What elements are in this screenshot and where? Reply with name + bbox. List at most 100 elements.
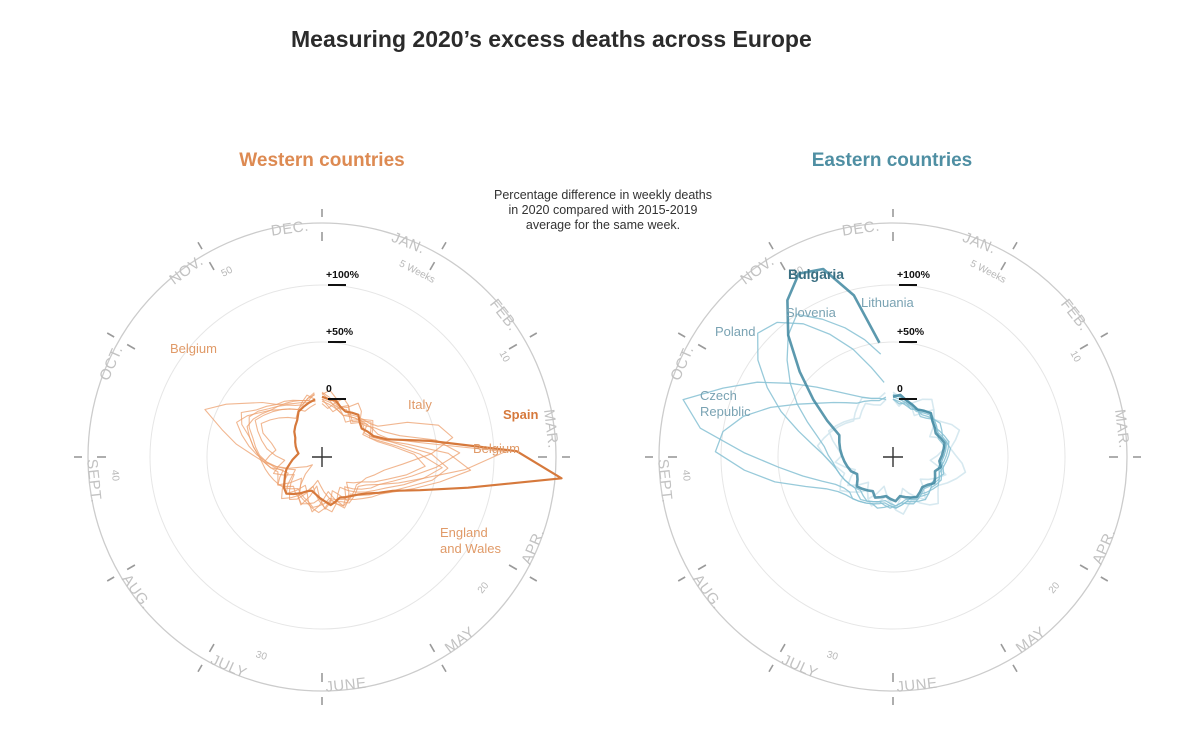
month-tick — [697, 343, 707, 350]
ring-label-zero: 0 — [326, 383, 332, 395]
week-label: 10 — [497, 349, 512, 364]
month-tick — [779, 261, 786, 271]
series-line-other-eastern-b — [816, 391, 967, 515]
country-label: and Wales — [440, 541, 501, 556]
country-label: Czech — [700, 388, 737, 403]
month-label: MAR. — [1111, 408, 1133, 449]
subtitle-line: Percentage difference in weekly deaths — [494, 188, 712, 202]
ring-plus50 — [777, 341, 1009, 573]
country-label: Republic — [700, 404, 751, 419]
country-label: Italy — [408, 397, 432, 412]
week-label: 10 — [1068, 349, 1083, 364]
month-label: NOV. — [166, 253, 206, 289]
month-tick — [429, 643, 436, 653]
month-label: APR. — [518, 526, 548, 567]
month-tick-outer — [441, 664, 447, 673]
outer-ring — [87, 222, 557, 692]
ring-label-plus50: +50% — [326, 326, 354, 338]
month-label: MAY — [442, 624, 479, 657]
month-tick-outer — [768, 664, 774, 673]
ring-label-plus100: +100% — [326, 269, 360, 281]
subtitle-line: average for the same week. — [525, 218, 681, 232]
week-label: 30 — [254, 649, 268, 663]
month-tick — [1000, 261, 1007, 271]
month-tick-outer — [197, 664, 203, 673]
country-label: Belgium — [473, 441, 520, 456]
week-label: 50 — [791, 264, 806, 279]
series-line-other-western-b — [236, 389, 461, 513]
month-tick — [208, 261, 215, 271]
month-tick-outer — [106, 332, 115, 338]
ring-label-plus50: +50% — [897, 326, 925, 338]
month-label: MAR. — [540, 408, 562, 449]
month-label: AUG. — [118, 571, 154, 612]
month-tick — [208, 643, 215, 653]
month-tick — [779, 643, 786, 653]
series-line-czech-republic — [714, 396, 950, 509]
month-label: SEPT. — [654, 458, 676, 504]
month-tick-outer — [106, 576, 115, 582]
ring-label-zero: 0 — [897, 383, 903, 395]
week-label: 40 — [109, 469, 121, 481]
series-line-other-western-a — [260, 394, 426, 510]
chart-subtitle: Percentage difference in weekly deaths i… — [488, 188, 718, 233]
series-line-other-western-d — [248, 391, 449, 509]
ring-plus100 — [720, 284, 1066, 630]
month-tick — [126, 564, 136, 571]
month-tick-outer — [197, 241, 203, 250]
country-label: Lithuania — [861, 295, 915, 310]
week-label: 40 — [680, 469, 692, 481]
country-label: Bulgaria — [788, 266, 844, 282]
month-tick-outer — [441, 241, 447, 250]
series-line-spain — [282, 395, 563, 507]
country-label: Poland — [715, 324, 755, 339]
west-chart: JAN. FEB. MAR. APR. MAY JUNE JULY AUG. SEPT. OCT.… — [74, 209, 570, 705]
east-chart: JAN. FEB. MAR. APR. MAY JUNE JULY AUG. SEPT. OCT.… — [645, 209, 1141, 705]
month-tick — [1079, 343, 1089, 350]
month-label: FEB. — [486, 296, 521, 334]
ring-label-plus100: +100% — [897, 269, 931, 281]
month-tick-outer — [1012, 664, 1018, 673]
week-label: 30 — [825, 649, 839, 663]
month-label: JUNE — [896, 675, 939, 696]
ring-plus50 — [206, 341, 438, 573]
week-label: 20 — [1047, 580, 1063, 596]
series-line-bulgaria — [786, 267, 946, 503]
month-tick — [508, 343, 518, 350]
eastern-chart-title: Eastern countries — [811, 150, 973, 171]
month-label: JUNE — [325, 675, 368, 696]
month-label: DEC. — [270, 218, 310, 240]
month-tick-outer — [1100, 576, 1109, 582]
month-tick — [1000, 643, 1007, 653]
western-chart-title: Western countries — [239, 150, 405, 171]
week-label: 20 — [476, 580, 492, 596]
month-label: OCT. — [667, 343, 697, 383]
week-label: 50 — [220, 264, 235, 279]
month-tick-outer — [768, 241, 774, 250]
month-tick-outer — [529, 576, 538, 582]
month-label: JAN. — [960, 229, 998, 258]
month-tick — [429, 261, 436, 271]
month-label: DEC. — [841, 218, 881, 240]
country-label: Belgium — [170, 341, 217, 356]
week-label: 5 Weeks — [397, 258, 436, 285]
month-tick-outer — [1012, 241, 1018, 250]
week-label: 5 Weeks — [968, 258, 1007, 285]
month-tick — [126, 343, 136, 350]
month-tick-outer — [677, 332, 686, 338]
month-label: NOV. — [737, 253, 777, 289]
series-line-other-western-c — [254, 397, 443, 513]
month-tick — [697, 564, 707, 571]
subtitle-line: in 2020 compared with 2015-2019 — [508, 203, 698, 217]
country-label: Slovenia — [786, 305, 837, 320]
month-label: APR. — [1089, 526, 1119, 567]
month-label: JAN. — [389, 229, 427, 258]
page-title: Measuring 2020’s excess deaths across Eu… — [291, 26, 812, 52]
outer-ring — [658, 222, 1128, 692]
series-line-slovenia — [757, 321, 952, 509]
month-label: MAY — [1013, 624, 1050, 657]
month-tick-outer — [529, 332, 538, 338]
month-label: JULY — [208, 651, 249, 682]
month-tick — [508, 564, 518, 571]
